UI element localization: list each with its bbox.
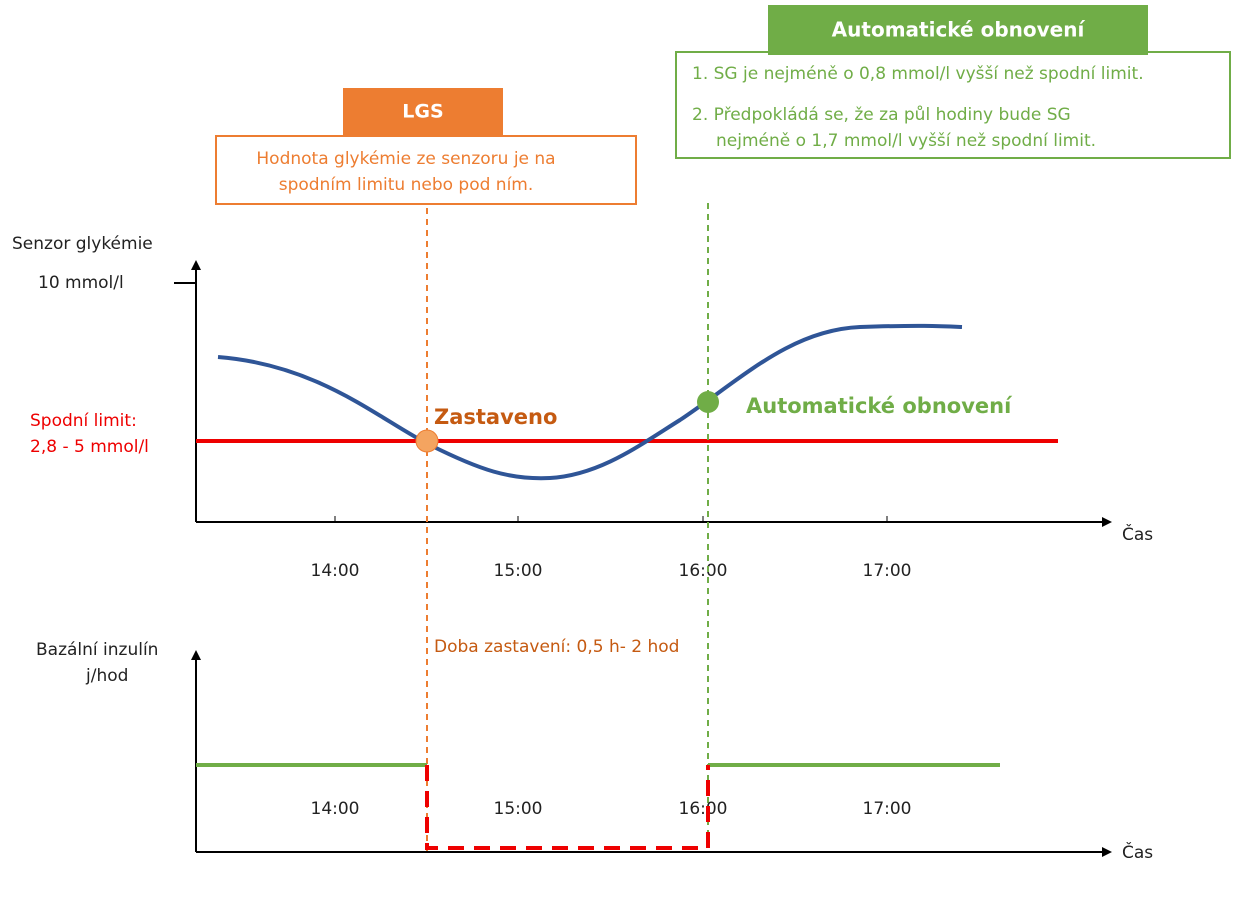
glucose-curve [217, 323, 963, 481]
duration-label: Doba zastavení: 0,5 h- 2 hod [434, 637, 679, 657]
lgs-text: Hodnota glykémie ze senzoru je na [256, 149, 555, 169]
x-ticks [334, 516, 888, 522]
x-tick-label: 16:00 [679, 561, 728, 581]
x-tick-label: 15:00 [494, 799, 543, 819]
x-axis-label: Čas [1122, 523, 1153, 545]
limit-label: 2,8 - 5 mmol/l [30, 437, 149, 457]
auto-title: Automatické obnovení [832, 18, 1086, 42]
suspend-line [425, 765, 710, 850]
auto-header [768, 5, 1148, 55]
x-axis-label: Čas [1122, 841, 1153, 863]
x-tick-label: 15:00 [494, 561, 543, 581]
x-tick-label: 17:00 [863, 561, 912, 581]
lgs-box [215, 135, 637, 205]
auto-text: 1. SG je nejméně o 0,8 mmol/l vyšší než … [692, 64, 1144, 84]
lgs-header [343, 88, 503, 136]
auto-text: nejméně o 1,7 mmol/l vyšší než spodní li… [716, 131, 1096, 151]
stop-label: Zastaveno [434, 405, 557, 429]
lgs-text: spodním limitu nebo pod ním. [279, 175, 534, 195]
y-axis-label: j/hod [85, 666, 128, 686]
y-axis-label: Bazální inzulín [36, 640, 158, 660]
y-tick-label: 10 mmol/l [38, 273, 124, 293]
y-axis-label: Senzor glykémie [12, 234, 153, 254]
stop-point [415, 429, 439, 453]
x-tick-label: 16:00 [679, 799, 728, 819]
resume-point [697, 391, 719, 413]
limit-label: Spodní limit: [30, 411, 137, 431]
x-tick-label: 14:00 [311, 561, 360, 581]
resume-label: Automatické obnovení [746, 394, 1013, 418]
x-tick-label: 14:00 [311, 799, 360, 819]
x-tick-label: 17:00 [863, 799, 912, 819]
lgs-title: LGS [402, 101, 443, 123]
auto-text: 2. Předpokládá se, že za půl hodiny bude… [692, 105, 1071, 125]
